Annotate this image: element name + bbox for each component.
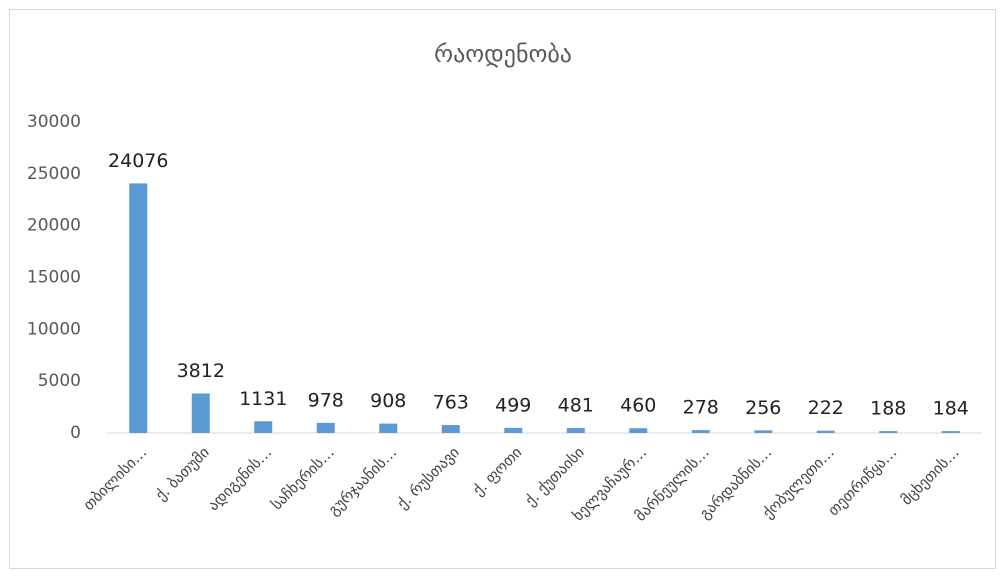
bar [129, 183, 148, 433]
y-tick-label: 0 [70, 423, 81, 443]
bar [629, 428, 648, 433]
y-tick-label: 30000 [27, 112, 81, 132]
data-label: 499 [495, 394, 531, 416]
data-label: 1131 [239, 388, 287, 410]
data-label: 978 [308, 389, 344, 411]
bar [816, 430, 835, 433]
y-tick-label: 15000 [27, 268, 81, 288]
bar [754, 430, 773, 433]
chart-border [9, 9, 996, 569]
data-label: 24076 [108, 150, 168, 172]
data-label: 481 [558, 395, 594, 417]
y-tick-label: 5000 [38, 371, 81, 391]
bar [504, 427, 523, 433]
data-label: 908 [370, 390, 406, 412]
y-tick-label: 20000 [27, 216, 81, 236]
bar [691, 430, 710, 433]
y-tick-label: 10000 [27, 319, 81, 339]
data-label: 184 [933, 398, 969, 420]
data-label: 460 [620, 395, 656, 417]
data-label: 222 [808, 397, 844, 419]
data-label: 3812 [177, 360, 225, 382]
bar [379, 423, 398, 433]
bar [566, 428, 585, 433]
data-label: 763 [433, 392, 469, 414]
bar [316, 422, 335, 433]
bar [254, 421, 273, 433]
bar [879, 431, 898, 433]
y-tick-label: 25000 [27, 164, 81, 184]
bar [441, 425, 460, 433]
data-label: 188 [870, 398, 906, 420]
data-label: 278 [683, 397, 719, 419]
data-label: 256 [745, 397, 781, 419]
bar [191, 393, 210, 433]
bar [941, 431, 960, 433]
chart-title: რაოდენობა [434, 40, 572, 68]
